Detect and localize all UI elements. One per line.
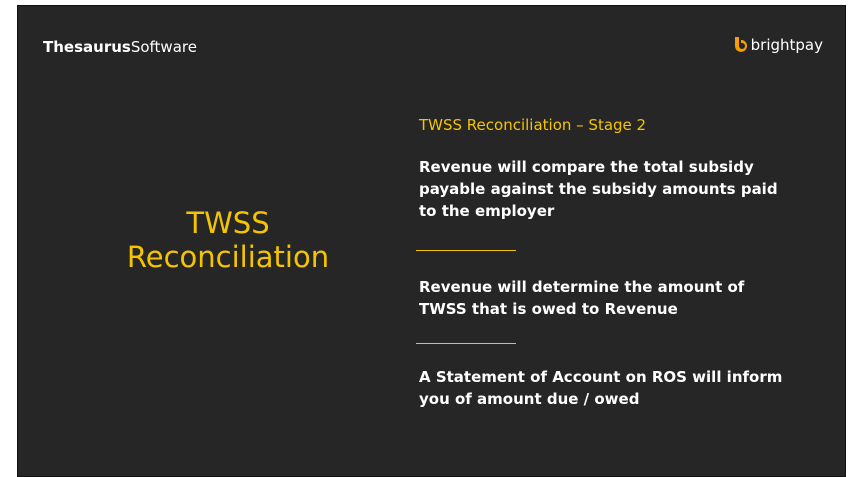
- heading: TWSS Reconciliation – Stage 2: [419, 116, 647, 134]
- slide-title: TWSS Reconciliation: [78, 206, 378, 274]
- point: Revenue will compare the total subsidy p…: [419, 158, 778, 220]
- slide: ThesaurusSoftware brightpay TWSS Reconcil…: [17, 5, 846, 477]
- title-line: TWSS: [186, 206, 270, 240]
- logo-text: brightpay: [750, 36, 823, 54]
- brand: ThesaurusSoftware: [43, 38, 197, 56]
- logo: brightpay: [733, 36, 823, 54]
- divider: [416, 343, 516, 344]
- point: A Statement of Account on ROS will infor…: [419, 368, 783, 408]
- brand-bold: Thesaurus: [43, 38, 131, 56]
- title-line: Reconciliation: [126, 240, 330, 274]
- point: Revenue will determine the amount of TWS…: [419, 278, 745, 318]
- divider: [416, 250, 516, 251]
- logo-icon: [734, 37, 747, 52]
- brand-light: Software: [130, 38, 197, 56]
